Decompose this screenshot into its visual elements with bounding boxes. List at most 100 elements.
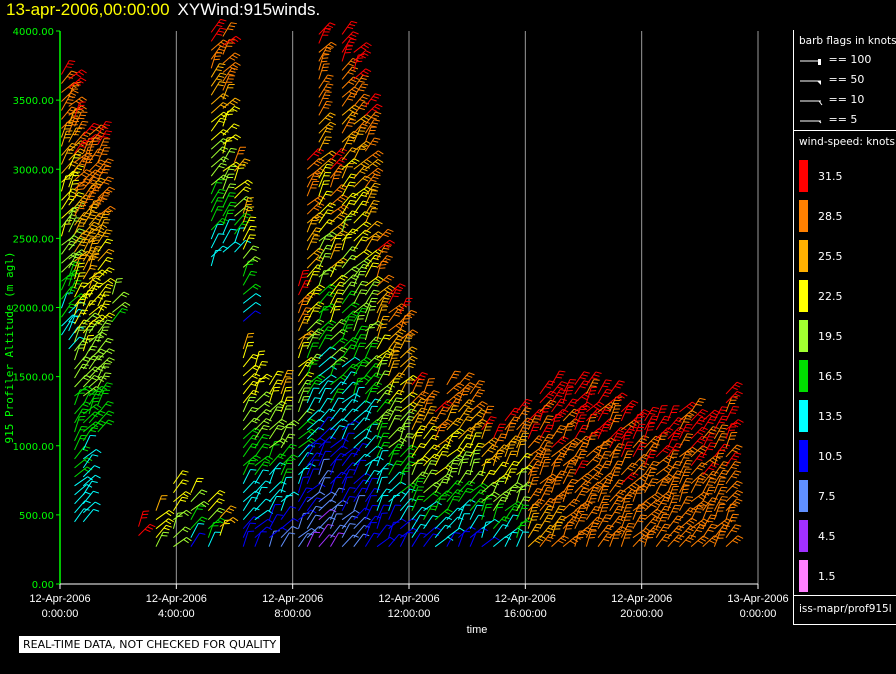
barb-tick [490, 416, 497, 419]
barb-shaft [434, 444, 446, 458]
barb-shaft [306, 437, 321, 449]
barb-tick [80, 123, 87, 126]
barb-tick [604, 409, 611, 412]
barb-shaft [516, 504, 524, 520]
barb-tick [266, 373, 273, 378]
barb-tick [431, 447, 438, 451]
barb-shaft [365, 150, 379, 161]
barb-tick [389, 284, 396, 289]
wind-barb [562, 418, 581, 431]
barb-tick [381, 250, 388, 253]
barb-tick [371, 108, 378, 113]
barb-shaft [74, 299, 80, 316]
wind-barb [632, 462, 650, 476]
barb-shaft [318, 41, 332, 53]
barb-shaft [222, 192, 231, 208]
wind-barb [330, 319, 348, 332]
barb-tick [95, 474, 101, 479]
barb-tick [323, 80, 330, 83]
barb-tick [556, 476, 563, 479]
wind-barb [298, 387, 311, 404]
barb-shaft [586, 453, 598, 467]
barb-shaft [318, 209, 329, 224]
barb-tick [326, 100, 333, 103]
wind-barb [504, 468, 517, 484]
barb-tick [351, 160, 358, 165]
wind-barb [222, 165, 237, 181]
wind-barb [234, 212, 251, 226]
barb-shaft [318, 164, 328, 179]
barb-tick [395, 446, 403, 449]
barb-tick [376, 103, 383, 108]
barb-shaft [539, 450, 547, 466]
barb-tick [590, 493, 597, 495]
barb-shaft [504, 514, 514, 529]
barb-shaft [399, 310, 412, 323]
barb-tick [316, 214, 323, 219]
barb-shaft [68, 127, 77, 143]
barb-shaft [330, 211, 343, 224]
barb-shaft [82, 134, 97, 145]
barb-tick [653, 501, 660, 506]
barb-tick [261, 436, 268, 440]
barb-tick [592, 468, 599, 473]
barb-shaft [88, 254, 94, 271]
barb-shaft [493, 491, 506, 503]
barb-tick [349, 523, 356, 525]
wind-barb [620, 462, 638, 476]
barb-tick [105, 259, 112, 263]
barb-shaft [353, 302, 367, 314]
barb-shaft [330, 346, 343, 359]
barb-shaft [446, 507, 459, 521]
barb-shaft [82, 375, 95, 388]
barb-shaft [609, 531, 616, 547]
barb-tick [400, 328, 406, 333]
barb-shaft [399, 452, 411, 467]
barb-tick [220, 27, 227, 30]
wind-barb [364, 435, 382, 449]
barb-tick [86, 385, 93, 390]
barb-tick [360, 163, 367, 168]
barb-shaft [481, 416, 492, 431]
barb-shaft [68, 69, 82, 80]
barb-tick [86, 466, 93, 471]
barb-shaft [574, 442, 584, 458]
barb-tick [555, 511, 563, 514]
barb-tick [557, 386, 564, 390]
barb-shaft [586, 445, 599, 458]
wind-barb [632, 435, 650, 449]
barb-shaft [341, 310, 354, 323]
barb-tick [161, 534, 168, 537]
barb-tick [183, 511, 189, 517]
wind-barb [376, 284, 396, 296]
barb-shaft [330, 165, 341, 179]
barb-shaft [60, 149, 69, 165]
barb-tick [453, 495, 461, 498]
barb-shaft [242, 381, 254, 395]
barb-tick [563, 535, 569, 539]
barb-shaft [280, 370, 289, 386]
barb-tick [84, 387, 90, 392]
barb-shaft [330, 257, 344, 269]
barb-shaft [74, 201, 83, 217]
barb-tick [536, 460, 543, 464]
barb-tick [101, 314, 108, 319]
wind-barb [298, 527, 317, 539]
wind-barb [632, 514, 647, 529]
barb-tick [604, 463, 611, 466]
wind-barb [97, 389, 110, 406]
wind-barb [329, 305, 342, 323]
barb-tick [181, 496, 188, 499]
wind-barb [411, 378, 425, 395]
barb-tick [341, 471, 348, 476]
barb-tick [228, 168, 235, 171]
barb-tick [216, 78, 223, 81]
barb-shaft [318, 54, 324, 71]
barb-tick [186, 509, 192, 515]
barb-tick [315, 514, 322, 517]
barb-shaft [306, 202, 319, 215]
barb-shaft [242, 333, 249, 350]
wind-barb [434, 400, 453, 413]
barb-shaft [632, 409, 645, 422]
wind-barb [562, 498, 580, 512]
